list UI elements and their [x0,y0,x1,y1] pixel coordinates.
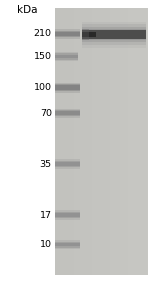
Text: 10: 10 [40,240,52,249]
Bar [55,242,80,248]
Text: kDa: kDa [17,5,37,15]
Bar [55,243,80,246]
Bar [55,161,80,168]
Bar [82,24,146,45]
Text: 150: 150 [34,52,52,61]
Bar [82,29,146,40]
Text: 17: 17 [40,211,52,220]
Bar [55,213,80,217]
Bar [55,111,80,115]
Text: 100: 100 [34,83,52,92]
Bar [55,52,78,61]
Bar [55,53,78,60]
Bar [55,32,80,36]
Bar [55,108,80,118]
Bar [82,32,96,37]
Text: 35: 35 [40,160,52,169]
Bar [82,29,90,40]
Bar [55,240,80,249]
Bar [55,29,80,39]
Bar [55,162,80,166]
Bar [82,27,146,42]
Bar [55,83,80,93]
Bar [55,110,80,117]
Bar [55,31,80,37]
Bar [55,55,78,58]
Bar [55,211,80,220]
Bar [55,212,80,218]
Bar [82,22,146,48]
Text: 210: 210 [34,29,52,38]
Bar [82,30,146,39]
Bar [55,160,80,169]
Text: 70: 70 [40,109,52,118]
Bar [55,85,80,90]
Bar [55,84,80,91]
